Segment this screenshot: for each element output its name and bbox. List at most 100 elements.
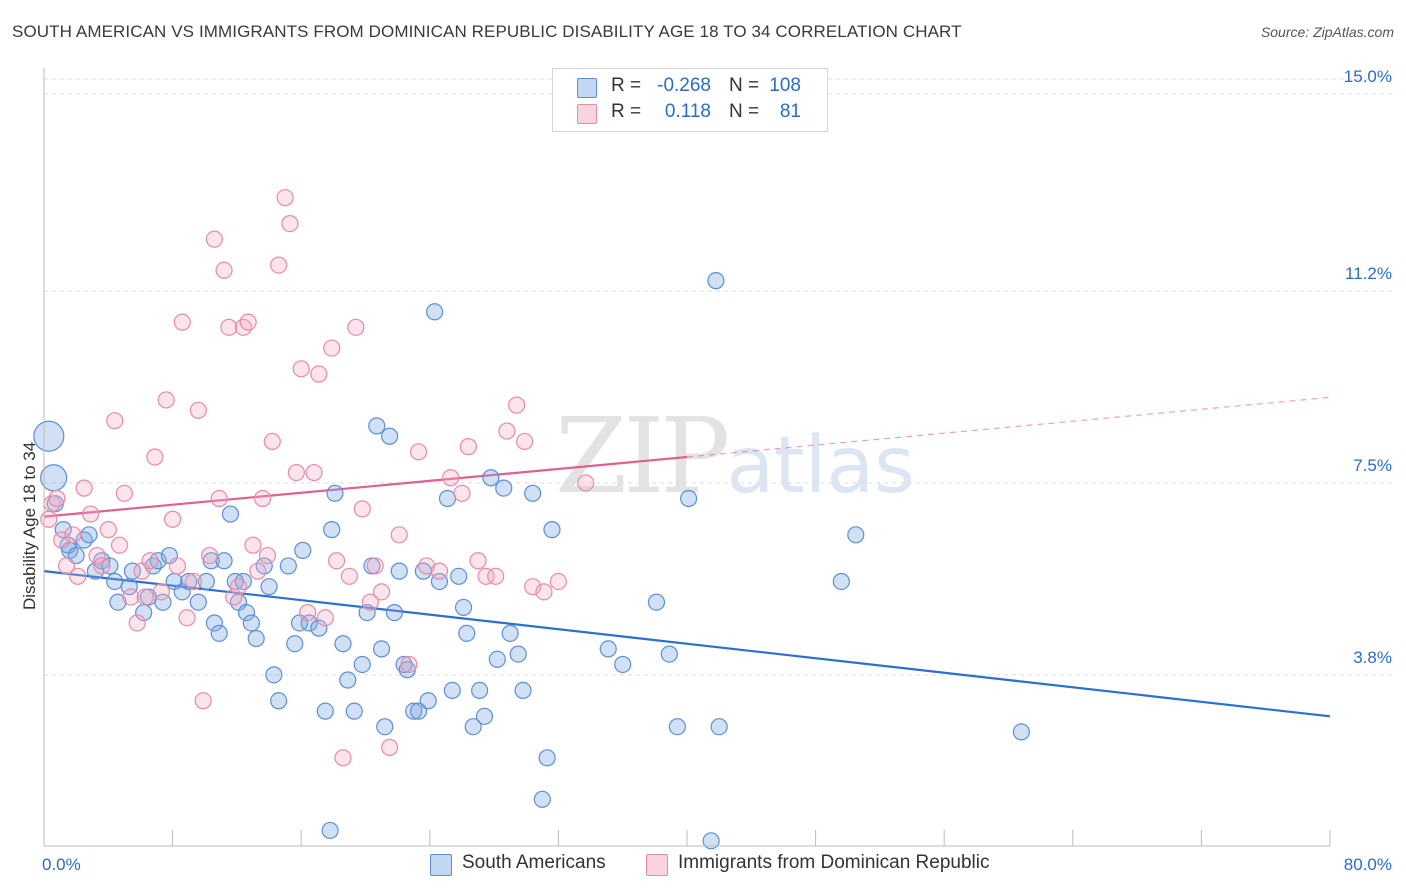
point-south-americans	[294, 541, 312, 559]
point-dominican	[323, 339, 341, 357]
trendline-south-americans	[43, 570, 1331, 718]
n-value: 108	[769, 75, 801, 96]
point-south-americans	[221, 505, 240, 523]
point-dominican	[225, 588, 243, 606]
point-dominican	[164, 510, 182, 528]
point-dominican	[390, 526, 408, 544]
point-dominican	[287, 463, 305, 482]
point-south-americans	[323, 521, 341, 539]
point-dominican	[99, 521, 117, 539]
point-south-americans	[358, 603, 376, 622]
point-south-americans	[614, 655, 632, 674]
point-dominican	[577, 474, 595, 492]
y-tick-label: 15.0%	[1344, 67, 1392, 86]
point-south-americans	[1012, 723, 1030, 741]
point-south-americans	[144, 557, 162, 575]
point-south-americans	[464, 718, 482, 736]
point-dominican	[110, 536, 129, 554]
point-dominican	[53, 531, 71, 549]
point-south-americans	[395, 655, 413, 674]
point-south-americans	[475, 707, 494, 725]
point-south-americans	[443, 681, 461, 700]
stats-legend: R = -0.268 N = 108 R = 0.118 N = 81	[552, 68, 828, 132]
point-dominican	[82, 505, 100, 523]
point-south-americans	[660, 645, 678, 663]
legend-label: South Americans	[462, 852, 606, 873]
point-dominican	[316, 609, 334, 627]
point-dominican	[524, 578, 542, 596]
point-south-americans	[372, 640, 391, 658]
point-dominican	[57, 557, 76, 575]
n-label: N =	[729, 75, 760, 96]
point-south-americans	[215, 552, 233, 570]
point-layer	[33, 189, 1030, 850]
point-south-americans	[326, 484, 344, 502]
point-dominican	[122, 588, 140, 606]
point-south-americans	[376, 718, 394, 736]
point-south-americans	[482, 469, 500, 487]
point-dominican	[327, 552, 346, 570]
point-south-americans	[509, 645, 527, 663]
point-dominican	[48, 489, 66, 508]
point-dominican	[152, 583, 170, 601]
legend-swatch-blue	[577, 78, 597, 98]
point-dominican	[210, 489, 228, 508]
point-dominican	[194, 692, 212, 710]
point-south-americans	[538, 749, 556, 767]
point-dominican	[220, 318, 238, 336]
point-south-americans	[321, 821, 339, 840]
point-dominican	[168, 557, 187, 575]
point-south-americans	[419, 692, 437, 710]
point-south-americans	[210, 624, 228, 642]
point-dominican	[310, 365, 328, 383]
point-dominican	[516, 432, 534, 451]
point-dominican	[244, 536, 262, 554]
point-dominican	[115, 484, 133, 502]
point-dominican	[40, 510, 58, 528]
point-south-americans	[426, 303, 444, 321]
point-south-americans	[334, 635, 352, 653]
point-dominican	[178, 609, 196, 627]
point-dominican	[215, 261, 233, 279]
point-south-americans	[501, 624, 519, 642]
point-south-americans	[260, 578, 278, 596]
point-dominican	[254, 489, 272, 508]
point-south-americans	[173, 583, 191, 601]
point-dominican	[258, 546, 277, 565]
watermark-atlas: atlas	[726, 421, 915, 511]
point-south-americans	[265, 666, 283, 684]
point-south-americans	[832, 572, 850, 591]
point-dominican	[347, 318, 365, 336]
point-south-americans	[533, 790, 551, 808]
point-south-americans	[205, 614, 223, 632]
point-dominican	[549, 572, 568, 591]
point-dominican	[146, 448, 164, 466]
point-south-americans	[368, 417, 386, 435]
point-dominican	[417, 557, 436, 575]
point-south-americans	[279, 557, 297, 575]
point-south-americans	[454, 598, 473, 617]
point-south-americans	[438, 489, 457, 508]
point-dominican	[128, 614, 146, 632]
point-dominican	[469, 552, 487, 570]
point-dominican	[205, 230, 223, 248]
point-dominican	[459, 438, 477, 456]
point-south-americans	[450, 567, 468, 585]
point-dominican	[136, 588, 154, 606]
point-south-americans	[495, 479, 513, 497]
point-south-americans	[405, 702, 423, 720]
point-south-americans	[543, 521, 561, 539]
legend-swatch-pink	[646, 854, 668, 876]
point-south-americans	[33, 420, 65, 452]
point-south-americans	[471, 681, 489, 700]
point-dominican	[64, 526, 82, 544]
point-dominican	[366, 557, 384, 575]
n-label: N =	[729, 101, 760, 122]
r-value: -0.268	[657, 75, 711, 96]
point-dominican	[157, 391, 175, 409]
point-south-americans	[286, 635, 304, 653]
point-south-americans	[242, 614, 260, 632]
trendline-dominican-projection	[686, 396, 1331, 458]
point-dominican	[88, 546, 106, 565]
